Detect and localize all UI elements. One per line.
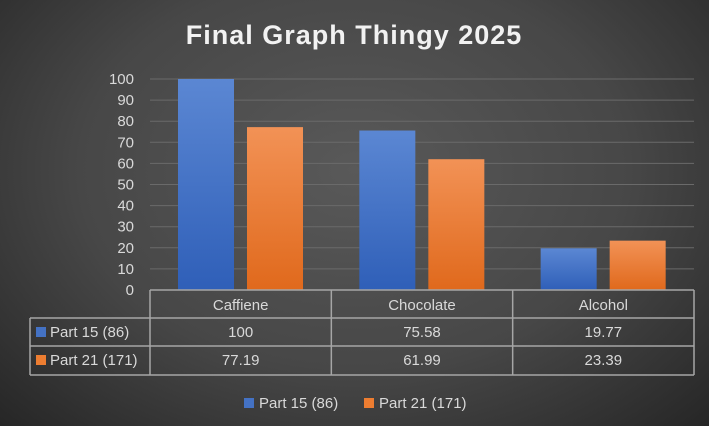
data-table-value: 100 — [228, 324, 253, 341]
bar-part-15 — [540, 248, 597, 290]
table-series-name: Part 21 (171) — [50, 352, 138, 369]
y-tick-label: 40 — [117, 198, 134, 215]
category-label: Alcohol — [579, 297, 628, 314]
y-tick-label: 100 — [109, 71, 134, 88]
data-table-value: 75.58 — [403, 324, 441, 341]
y-tick-label: 60 — [117, 155, 134, 172]
legend-label: Part 15 (86) — [259, 395, 338, 412]
data-table-value: 19.77 — [585, 324, 623, 341]
legend-swatch — [364, 398, 374, 408]
data-table-value: 77.19 — [222, 352, 260, 369]
legend-swatch — [244, 398, 254, 408]
data-table-value: 23.39 — [585, 352, 623, 369]
legend-label: Part 21 (171) — [379, 395, 467, 412]
legend-key-1 — [36, 355, 46, 365]
y-tick-label: 20 — [117, 240, 134, 257]
y-tick-label: 10 — [117, 261, 134, 278]
data-table-value: 61.99 — [403, 352, 441, 369]
bar-part-21 — [609, 240, 666, 290]
category-label: Chocolate — [388, 297, 456, 314]
table-series-name: Part 15 (86) — [50, 324, 129, 341]
y-tick-label: 70 — [117, 134, 134, 151]
bar-part-15 — [178, 79, 234, 290]
chart-title: Final Graph Thingy 2025 — [186, 20, 523, 50]
bar-part-21 — [428, 159, 485, 290]
y-tick-label: 80 — [117, 113, 134, 130]
y-tick-label: 30 — [117, 219, 134, 236]
y-tick-label: 50 — [117, 177, 134, 194]
legend-key-0 — [36, 327, 46, 337]
y-tick-label: 90 — [117, 92, 134, 109]
y-tick-label: 0 — [126, 282, 134, 299]
category-label: Caffiene — [213, 297, 269, 314]
bar-part-21 — [247, 127, 303, 291]
bar-part-15 — [359, 130, 416, 290]
